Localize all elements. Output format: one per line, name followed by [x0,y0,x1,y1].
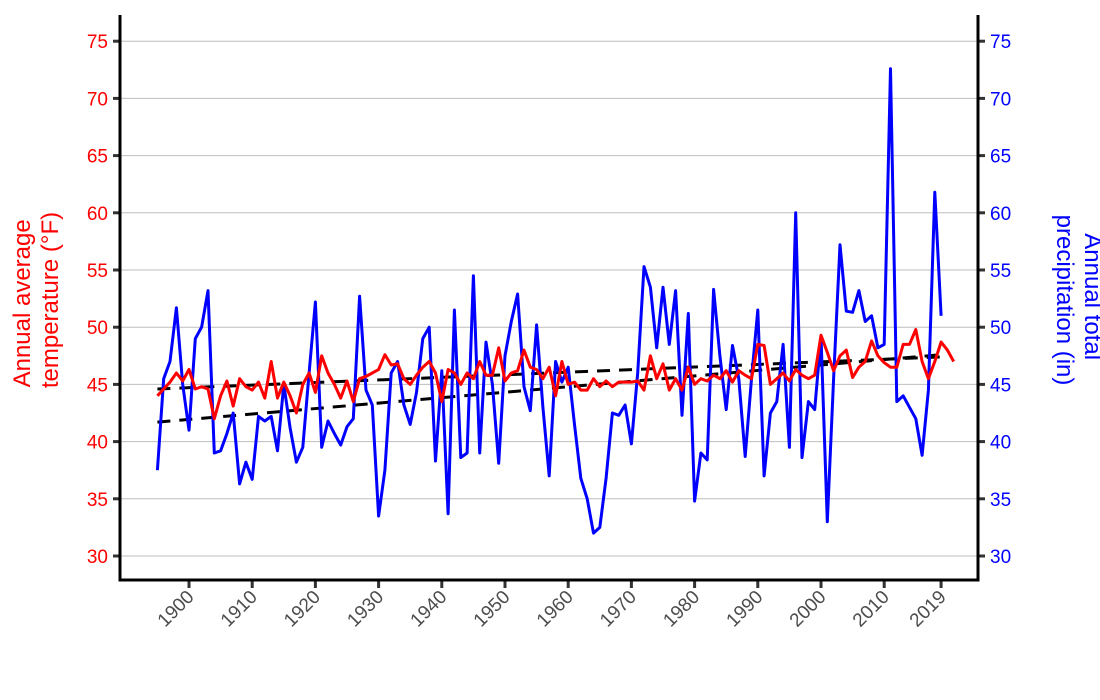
x-tick-label: 2019 [906,587,951,632]
right-tick-label: 40 [990,433,1011,454]
left-tick-label: 30 [87,547,108,568]
x-tick-label: 1970 [596,587,641,632]
x-tick-label: 1960 [533,587,578,632]
right-tick-label: 50 [990,318,1011,339]
x-axis-ticks: 1900 1910 1920 1930 1940 1950 1960 1970 1980 1990… [154,580,951,631]
x-tick-label: 1910 [217,587,262,632]
x-tick-label: 2010 [849,587,894,632]
left-tick-label: 55 [87,261,108,282]
x-tick-label: 1920 [280,587,325,632]
right-tick-label: 45 [990,375,1011,396]
right-tick-label: 65 [990,147,1011,168]
right-tick-label: 70 [990,89,1011,110]
left-axis-label: Annual average temperature (°F) [9,212,64,388]
right-y-axis-ticks: 30 35 40 45 50 55 60 65 70 75 [978,32,1011,568]
x-tick-label: 1950 [470,587,515,632]
x-tick-label: 1930 [343,587,388,632]
right-tick-label: 30 [990,547,1011,568]
x-tick-label: 2000 [786,587,831,632]
right-axis-label: Annual total precipitation (in) [1051,215,1100,386]
x-tick-label: 1990 [723,587,768,632]
gridlines [121,40,977,557]
temperature-line [156,328,956,421]
right-tick-label: 60 [990,204,1011,225]
x-tick-label: 1900 [154,587,199,632]
right-tick-label: 55 [990,261,1011,282]
left-y-axis-ticks: 30 35 40 45 50 55 60 65 70 75 [87,32,120,568]
left-tick-label: 70 [87,89,108,110]
left-tick-label: 35 [87,490,108,511]
x-tick-label: 1940 [407,587,452,632]
left-tick-label: 45 [87,375,108,396]
left-tick-label: 50 [87,318,108,339]
precipitation-line [155,67,943,535]
right-tick-label: 35 [990,490,1011,511]
left-tick-label: 40 [87,433,108,454]
x-tick-label: 1980 [659,587,704,632]
left-tick-label: 75 [87,32,108,53]
right-tick-label: 75 [990,32,1011,53]
left-tick-label: 65 [87,147,108,168]
left-tick-label: 60 [87,204,108,225]
